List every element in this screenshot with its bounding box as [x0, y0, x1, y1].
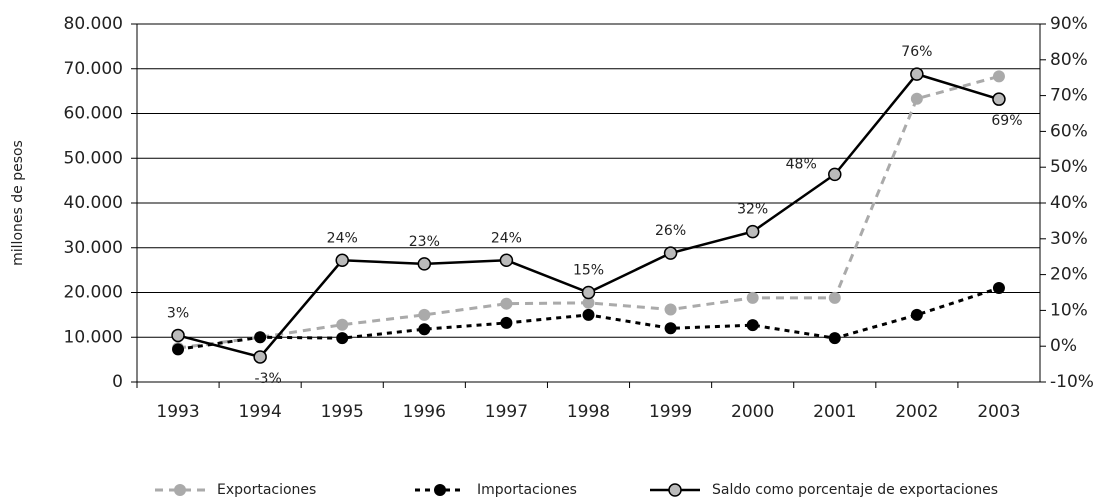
y2-tick-label: 70% — [1050, 86, 1088, 106]
y2-tick-label: -10% — [1050, 372, 1094, 392]
data-point — [581, 285, 596, 300]
data-point — [417, 257, 432, 271]
data-point — [336, 318, 349, 331]
y2-tick-label: 40% — [1050, 193, 1088, 213]
legend-label: Saldo como porcentaje de exportaciones — [712, 482, 998, 498]
x-tick-label: 1998 — [567, 402, 610, 422]
x-tick-label: 2001 — [813, 402, 856, 422]
y-tick-label: 30.000 — [64, 238, 123, 258]
y-tick-label: 10.000 — [64, 327, 123, 347]
data-point — [663, 246, 678, 260]
data-point — [499, 253, 514, 268]
data-point — [910, 92, 923, 105]
data-label: 32% — [737, 202, 768, 218]
data-label: 76% — [901, 44, 932, 60]
x-tick-label: 2002 — [895, 402, 938, 422]
legend-label: Exportaciones — [217, 482, 316, 498]
x-tick-label: 1994 — [239, 402, 282, 422]
data-label: 24% — [327, 230, 358, 246]
y2-tick-label: 10% — [1050, 300, 1088, 320]
data-point — [582, 308, 595, 321]
x-tick-label: 1999 — [649, 402, 692, 422]
data-point — [664, 303, 677, 316]
data-point — [500, 316, 513, 329]
y-tick-label: 70.000 — [64, 59, 123, 79]
data-label: 48% — [786, 156, 817, 172]
y-tick-label: 20.000 — [64, 283, 123, 303]
y2-tick-label: 60% — [1050, 121, 1088, 141]
y-tick-label: 40.000 — [64, 193, 123, 213]
legend-marker — [434, 484, 446, 496]
data-point — [582, 296, 595, 309]
data-point — [828, 291, 841, 304]
data-point — [828, 167, 842, 182]
data-point — [664, 322, 677, 335]
data-point — [910, 67, 924, 81]
data-point — [336, 332, 349, 345]
data-label: 3% — [167, 305, 189, 321]
y-tick-label: 50.000 — [64, 148, 123, 168]
x-tick-label: 1997 — [485, 402, 528, 422]
legend-label: Importaciones — [477, 482, 577, 498]
data-point — [335, 253, 349, 268]
y-tick-label: 80.000 — [64, 14, 123, 34]
y2-tick-label: 50% — [1050, 157, 1088, 177]
y2-tick-label: 30% — [1050, 229, 1088, 249]
data-point — [418, 323, 431, 336]
x-tick-label: 2000 — [731, 402, 774, 422]
data-label: 15% — [573, 263, 604, 279]
y-axis-label: millones de pesos — [10, 140, 26, 266]
data-label: -3% — [255, 371, 282, 387]
data-point — [172, 343, 185, 356]
data-label: 23% — [409, 234, 440, 250]
x-tick-label: 2003 — [977, 402, 1020, 422]
y2-tick-label: 80% — [1050, 50, 1088, 70]
x-tick-label: 1996 — [403, 402, 446, 422]
data-label: 24% — [491, 230, 522, 246]
data-point — [171, 328, 185, 343]
x-tick-label: 1993 — [156, 402, 199, 422]
legend-marker — [668, 483, 682, 497]
y2-tick-label: 20% — [1050, 265, 1088, 285]
x-tick-label: 1995 — [321, 402, 364, 422]
data-point — [910, 308, 923, 321]
data-point — [745, 224, 760, 239]
data-point — [253, 350, 267, 364]
legend-marker — [174, 484, 186, 496]
y2-tick-label: 0% — [1050, 336, 1077, 356]
data-point — [746, 291, 759, 304]
data-point — [992, 92, 1006, 106]
data-point — [254, 331, 267, 344]
y2-tick-label: 90% — [1050, 14, 1088, 34]
data-label: 69% — [991, 113, 1022, 129]
data-point — [992, 282, 1005, 295]
data-point — [828, 332, 841, 345]
y-tick-label: 60.000 — [64, 104, 123, 124]
data-point — [746, 319, 759, 332]
data-point — [500, 297, 513, 310]
data-label: 26% — [655, 223, 686, 239]
data-point — [418, 308, 431, 321]
y-tick-label: 0 — [112, 372, 123, 392]
data-point — [992, 70, 1005, 83]
